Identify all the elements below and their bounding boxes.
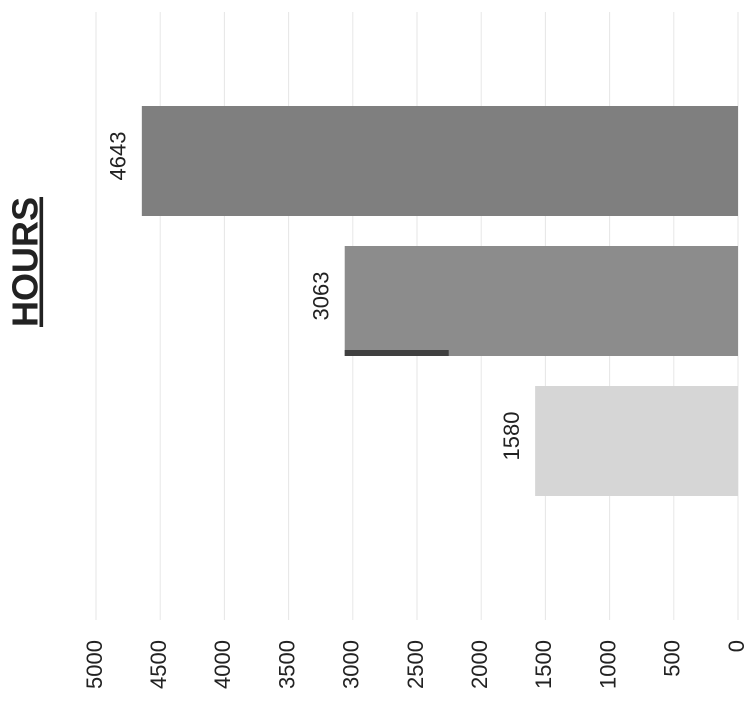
tick-label: 3500 [274,640,299,689]
data-labels: 4643 3063 1580 [106,132,524,461]
data-label: 3063 [309,272,334,321]
data-label: 4643 [106,132,131,181]
bar [344,246,738,356]
chart-title: HOURS [5,197,46,327]
bar [141,106,738,216]
tick-label: 0 [724,640,745,652]
tick-label: 500 [660,640,685,677]
tick-labels: 5000450040003500300025002000150010005000 [82,640,745,689]
tick-label: 1000 [595,640,620,689]
bars-group [141,106,738,496]
tick-label: 2500 [403,640,428,689]
data-label: 1580 [499,412,524,461]
tick-label: 4500 [146,640,171,689]
bar [535,386,738,496]
tick-label: 1500 [531,640,556,689]
tick-label: 2000 [467,640,492,689]
tick-label: 3000 [339,640,364,689]
bar-accent-strip [344,350,449,356]
tick-label: 5000 [82,640,107,689]
tick-label: 4000 [210,640,235,689]
